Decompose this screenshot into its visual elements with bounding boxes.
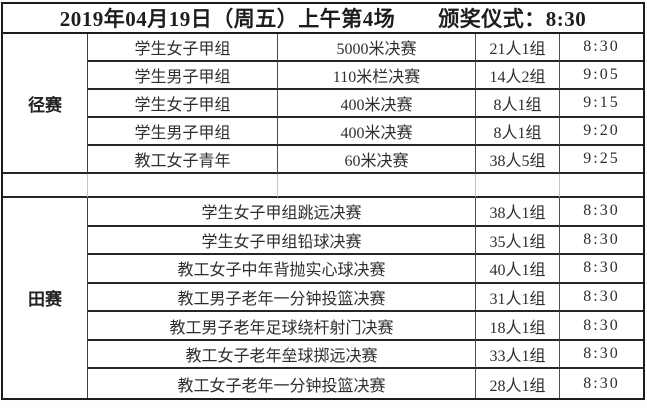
event-cell: 110米栏决赛 bbox=[278, 62, 476, 90]
event-cell: 教工女子老年垒球掷远决赛 bbox=[88, 340, 476, 370]
time-cell: 8:30 bbox=[560, 198, 643, 227]
participants-cell: 33人1组 bbox=[476, 340, 560, 370]
event-cell: 60米决赛 bbox=[278, 146, 476, 174]
participants-cell: 38人5组 bbox=[476, 146, 560, 174]
participants-cell: 31人1组 bbox=[476, 283, 560, 313]
participants-cell: 28人1组 bbox=[476, 369, 560, 398]
category-cell-field: 田赛 bbox=[3, 198, 88, 398]
event-cell: 学生女子甲组跳远决赛 bbox=[88, 198, 476, 227]
group-cell: 教工女子青年 bbox=[88, 146, 278, 174]
spacer-cell bbox=[476, 174, 560, 198]
spacer-cell bbox=[278, 174, 476, 198]
participants-cell: 18人1组 bbox=[476, 312, 560, 341]
event-cell: 教工男子老年足球绕杆射门决赛 bbox=[88, 312, 476, 341]
group-cell: 学生男子甲组 bbox=[88, 118, 278, 146]
spacer-cell bbox=[3, 174, 88, 198]
event-cell: 教工女子中年背抛实心球决赛 bbox=[88, 255, 476, 284]
time-cell: 9:20 bbox=[560, 118, 643, 146]
schedule-title: 2019年04月19日（周五）上午第4场 颁奖仪式：8:30 bbox=[3, 4, 643, 34]
participants-cell: 35人1组 bbox=[476, 226, 560, 256]
event-cell: 教工女子老年一分钟投篮决赛 bbox=[88, 369, 476, 398]
time-cell: 8:30 bbox=[560, 227, 643, 256]
time-cell: 8:30 bbox=[560, 255, 643, 284]
time-cell: 8:30 bbox=[560, 312, 643, 341]
event-cell: 400米决赛 bbox=[278, 90, 476, 118]
time-cell: 9:15 bbox=[560, 90, 643, 118]
time-cell: 8:30 bbox=[560, 34, 643, 62]
spacer-cell bbox=[560, 174, 643, 198]
event-cell: 教工男子老年一分钟投篮决赛 bbox=[88, 283, 476, 313]
time-cell: 9:25 bbox=[560, 146, 643, 174]
time-cell: 9:05 bbox=[560, 62, 643, 90]
participants-cell: 14人2组 bbox=[476, 62, 560, 90]
group-cell: 学生女子甲组 bbox=[88, 90, 278, 118]
event-cell: 5000米决赛 bbox=[278, 34, 476, 62]
event-cell: 学生女子甲组铅球决赛 bbox=[88, 226, 476, 256]
participants-cell: 38人1组 bbox=[476, 198, 560, 227]
participants-cell: 21人1组 bbox=[476, 34, 560, 62]
event-cell: 400米决赛 bbox=[278, 118, 476, 146]
category-cell-track: 径赛 bbox=[3, 34, 88, 174]
time-cell: 8:30 bbox=[560, 284, 643, 313]
time-cell: 8:30 bbox=[560, 341, 643, 370]
spacer-cell bbox=[88, 174, 278, 198]
participants-cell: 8人1组 bbox=[476, 118, 560, 146]
participants-cell: 8人1组 bbox=[476, 90, 560, 118]
schedule-table: 2019年04月19日（周五）上午第4场 颁奖仪式：8:30 径赛 学生女子甲组… bbox=[1, 2, 645, 400]
time-cell: 8:30 bbox=[583, 374, 620, 392]
group-cell: 学生女子甲组 bbox=[88, 34, 278, 62]
group-cell: 学生男子甲组 bbox=[88, 62, 278, 90]
participants-cell: 40人1组 bbox=[476, 255, 560, 284]
